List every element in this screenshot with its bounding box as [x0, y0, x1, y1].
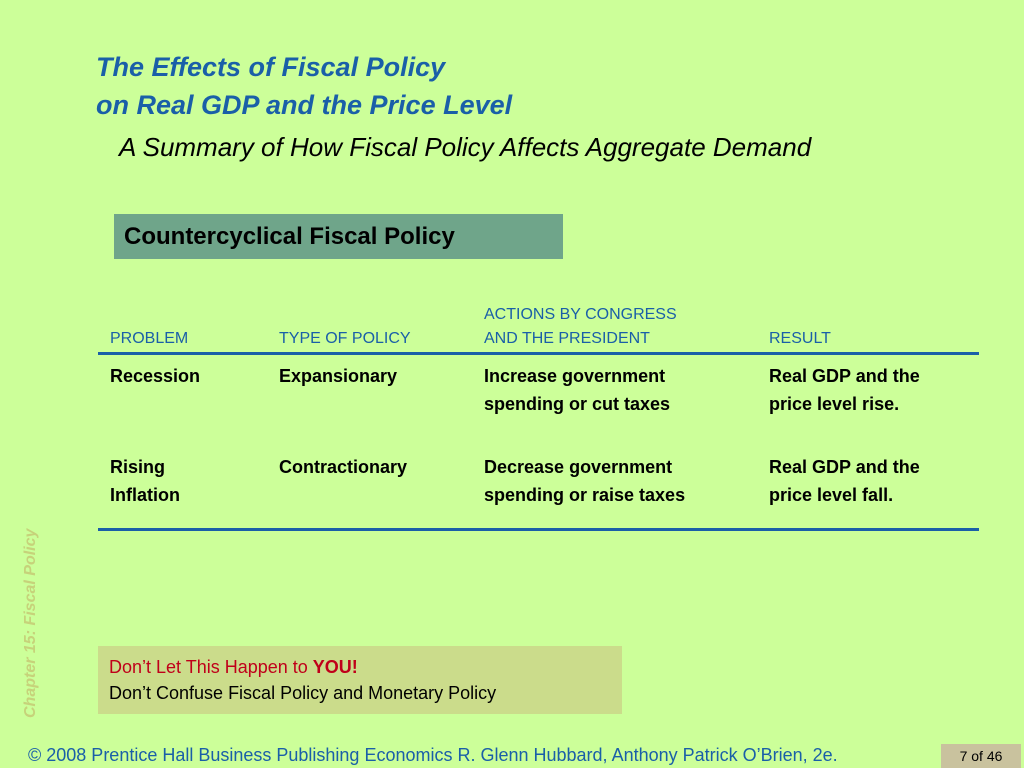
cell-result-line2: price level fall. [769, 485, 894, 505]
page-number: 7 of 46 [941, 744, 1021, 768]
footer-credit: © 2008 Prentice Hall Business Publishing… [28, 745, 838, 765]
cell-result-line1: Real GDP and the [769, 366, 920, 386]
cell-type: Expansionary [279, 366, 398, 386]
cell-actions-line1: Increase government [484, 366, 666, 386]
header-problem: PROBLEM [110, 330, 189, 347]
cell-actions-line2: spending or raise taxes [484, 485, 686, 505]
cell-problem-line1: Rising [110, 457, 166, 477]
tip-callout: Don’t Let This Happen to YOU! Don’t Conf… [98, 646, 622, 714]
slide-title-line1: The Effects of Fiscal Policy [96, 52, 446, 82]
cell-actions: Increase government spending or cut taxe… [484, 362, 670, 418]
section-label: Countercyclical Fiscal Policy [114, 214, 563, 259]
cell-problem-line2: Inflation [110, 485, 180, 505]
tip-heading-prefix: Don’t Let This Happen to [109, 657, 313, 677]
tip-heading: Don’t Let This Happen to YOU! [109, 654, 622, 680]
chapter-sidebar-label: Chapter 15: Fiscal Policy [22, 528, 39, 718]
slide-title: The Effects of Fiscal Policy on Real GDP… [96, 48, 512, 124]
cell-type: Contractionary [279, 457, 408, 477]
cell-result: Real GDP and the price level rise. [769, 362, 920, 418]
cell-actions: Decrease government spending or raise ta… [484, 453, 685, 509]
tip-text: Don’t Confuse Fiscal Policy and Monetary… [109, 683, 497, 703]
header-actions-line1: ACTIONS BY CONGRESS [484, 306, 677, 323]
cell-actions-line2: spending or cut taxes [484, 394, 671, 414]
slide-subtitle: A Summary of How Fiscal Policy Affects A… [119, 132, 812, 162]
tip-heading-emphasis: YOU! [312, 657, 358, 677]
cell-problem-line1: Recession [110, 366, 201, 386]
cell-actions-line1: Decrease government [484, 457, 673, 477]
cell-result-line1: Real GDP and the [769, 457, 920, 477]
cell-problem: Rising Inflation [110, 453, 180, 509]
header-actions-line2: AND THE PRESIDENT [484, 330, 650, 347]
cell-result: Real GDP and the price level fall. [769, 453, 920, 509]
header-type-of-policy: TYPE OF POLICY [279, 330, 411, 347]
table-bottom-rule [98, 528, 979, 531]
header-result: RESULT [769, 330, 831, 347]
cell-result-line2: price level rise. [769, 394, 900, 414]
table-top-rule [98, 352, 979, 355]
cell-problem: Recession [110, 362, 200, 390]
slide-title-line2: on Real GDP and the Price Level [96, 90, 513, 120]
